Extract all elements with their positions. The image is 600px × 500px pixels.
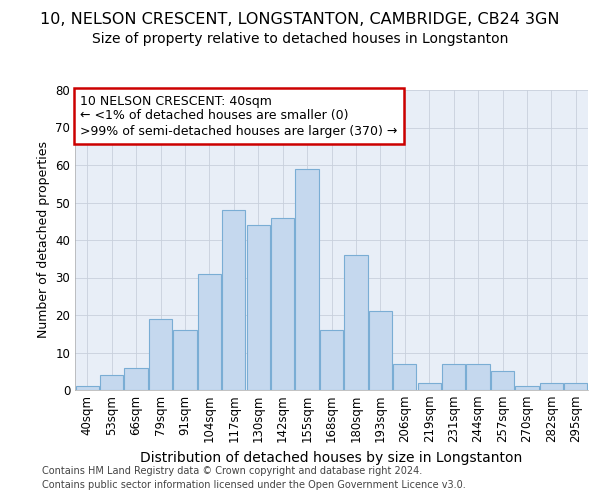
Bar xyxy=(540,382,563,390)
Bar xyxy=(295,169,319,390)
Bar xyxy=(344,255,368,390)
Bar xyxy=(515,386,539,390)
Bar xyxy=(564,382,587,390)
Bar xyxy=(149,319,172,390)
Bar xyxy=(247,225,270,390)
X-axis label: Distribution of detached houses by size in Longstanton: Distribution of detached houses by size … xyxy=(140,451,523,465)
Bar xyxy=(100,375,123,390)
Text: Contains public sector information licensed under the Open Government Licence v3: Contains public sector information licen… xyxy=(42,480,466,490)
Bar xyxy=(198,274,221,390)
Bar xyxy=(393,364,416,390)
Bar xyxy=(222,210,245,390)
Text: Size of property relative to detached houses in Longstanton: Size of property relative to detached ho… xyxy=(92,32,508,46)
Bar xyxy=(320,330,343,390)
Bar xyxy=(418,382,441,390)
Bar xyxy=(173,330,197,390)
Bar xyxy=(466,364,490,390)
Bar xyxy=(369,311,392,390)
Bar xyxy=(76,386,99,390)
Bar xyxy=(271,218,294,390)
Text: 10 NELSON CRESCENT: 40sqm
← <1% of detached houses are smaller (0)
>99% of semi-: 10 NELSON CRESCENT: 40sqm ← <1% of detac… xyxy=(80,94,398,138)
Bar xyxy=(442,364,465,390)
Bar xyxy=(124,368,148,390)
Text: Contains HM Land Registry data © Crown copyright and database right 2024.: Contains HM Land Registry data © Crown c… xyxy=(42,466,422,476)
Bar xyxy=(491,371,514,390)
Y-axis label: Number of detached properties: Number of detached properties xyxy=(37,142,50,338)
Text: 10, NELSON CRESCENT, LONGSTANTON, CAMBRIDGE, CB24 3GN: 10, NELSON CRESCENT, LONGSTANTON, CAMBRI… xyxy=(40,12,560,28)
